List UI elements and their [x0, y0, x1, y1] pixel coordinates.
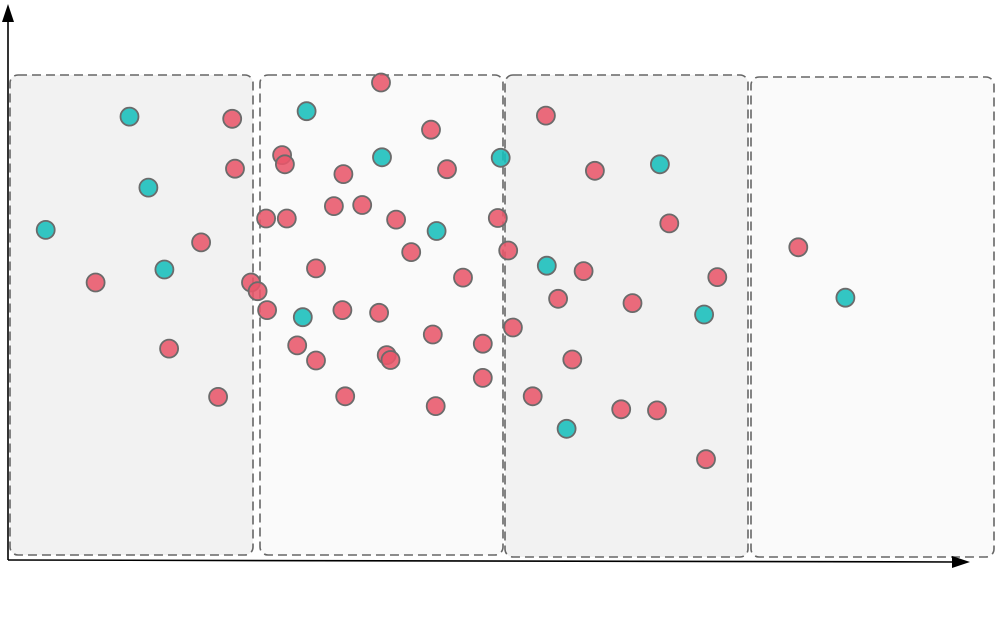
- point-red-31: [437, 159, 457, 180]
- point-red-22: [371, 72, 391, 93]
- axes: [2, 4, 970, 568]
- point-red-30: [425, 396, 446, 417]
- point-teal-2: [119, 106, 140, 127]
- panels-layer: [9, 74, 995, 558]
- point-red-44: [611, 399, 632, 420]
- point-red-2: [159, 338, 180, 359]
- point-red-49: [707, 267, 728, 288]
- point-red-21: [352, 195, 373, 215]
- point-red-28: [421, 119, 441, 140]
- point-red-35: [487, 208, 508, 228]
- point-red-43: [585, 160, 605, 181]
- point-teal-7: [372, 147, 392, 168]
- point-teal-5: [296, 101, 317, 122]
- point-red-39: [536, 105, 556, 126]
- point-red-23: [369, 302, 390, 323]
- x-axis-line: [7, 559, 957, 563]
- point-teal-13: [694, 304, 714, 325]
- point-red-18: [333, 164, 354, 185]
- point-teal-10: [536, 255, 557, 276]
- point-teal-1: [35, 219, 56, 240]
- point-red-3: [191, 232, 212, 253]
- point-red-15: [306, 258, 326, 279]
- point-red-34: [472, 367, 493, 388]
- point-red-10: [256, 208, 277, 229]
- point-teal-11: [556, 418, 577, 439]
- point-teal-12: [650, 154, 670, 175]
- x-axis-arrowhead: [952, 556, 970, 568]
- points-layer: [35, 72, 856, 470]
- point-red-17: [323, 196, 344, 217]
- point-teal-14: [835, 287, 856, 308]
- point-teal-8: [426, 221, 447, 241]
- point-red-26: [386, 209, 407, 230]
- point-red-47: [659, 213, 680, 234]
- point-red-38: [522, 386, 543, 407]
- panel-bin-1: [9, 74, 254, 556]
- point-red-14: [287, 335, 308, 356]
- point-teal-9: [490, 147, 511, 168]
- point-red-29: [422, 324, 443, 345]
- y-axis-arrowhead: [2, 4, 14, 22]
- point-red-1: [85, 272, 106, 293]
- point-red-25: [380, 350, 401, 370]
- point-red-41: [562, 349, 583, 370]
- point-red-45: [622, 293, 643, 314]
- point-red-13: [276, 208, 297, 229]
- point-red-16: [306, 350, 326, 371]
- point-red-32: [453, 267, 473, 288]
- point-red-20: [332, 300, 353, 321]
- point-red-33: [472, 333, 493, 354]
- point-red-36: [498, 240, 519, 261]
- point-teal-3: [138, 177, 159, 198]
- point-red-46: [647, 400, 667, 421]
- point-red-4: [208, 386, 229, 407]
- point-red-6: [225, 158, 245, 179]
- panel-bin-4: [750, 76, 995, 558]
- point-red-37: [503, 317, 523, 338]
- point-teal-4: [154, 259, 175, 280]
- point-teal-6: [292, 307, 313, 328]
- point-red-48: [696, 449, 716, 470]
- point-red-12: [274, 154, 295, 175]
- point-red-5: [222, 108, 243, 129]
- point-red-9: [257, 300, 278, 321]
- point-red-42: [573, 261, 594, 282]
- point-red-40: [548, 288, 568, 309]
- point-red-8: [247, 281, 268, 302]
- point-red-27: [401, 242, 422, 263]
- point-red-19: [335, 386, 356, 407]
- point-red-50: [788, 237, 809, 258]
